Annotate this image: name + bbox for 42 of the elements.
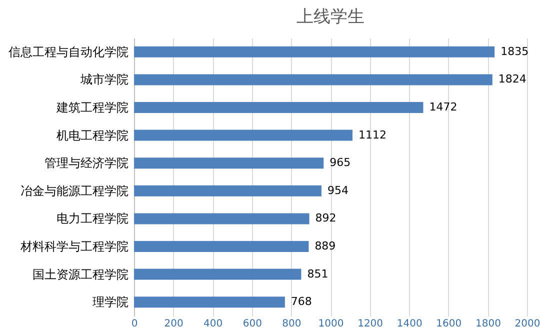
data-label: 892 — [315, 212, 336, 225]
x-tick-label: 1800 — [475, 318, 501, 330]
x-tick-label: 800 — [282, 318, 302, 330]
x-tick-label: 1000 — [318, 318, 344, 330]
bar — [134, 296, 285, 308]
y-tick-label: 冶金与能源工程学院 — [20, 184, 128, 198]
bar — [134, 268, 302, 280]
y-tick-label: 管理与经济学院 — [44, 156, 128, 170]
bar — [134, 74, 492, 86]
y-tick-label: 国土资源工程学院 — [32, 267, 128, 282]
y-tick-label: 信息工程与自动化学院 — [8, 44, 128, 59]
bar — [134, 185, 322, 196]
y-tick-label: 材料科学与工程学院 — [20, 240, 128, 254]
data-label: 889 — [314, 240, 336, 252]
x-tick-label: 200 — [164, 318, 184, 330]
x-tick-label: 2000 — [514, 318, 540, 330]
bar — [134, 46, 495, 58]
bar — [134, 130, 353, 141]
data-label: 965 — [330, 156, 351, 170]
x-tick-label: 1600 — [436, 318, 462, 330]
bar — [134, 213, 310, 224]
data-label: 954 — [327, 184, 348, 197]
y-tick-label: 建筑工程学院 — [56, 100, 128, 114]
data-label: 1112 — [358, 128, 387, 142]
x-tick-label: 1400 — [396, 318, 422, 330]
y-tick-label: 机电工程学院 — [56, 128, 128, 142]
data-label: 851 — [307, 267, 328, 280]
y-tick-label: 理学院 — [92, 295, 128, 310]
x-tick-label: 600 — [242, 318, 262, 330]
y-tick-label: 电力工程学院 — [56, 212, 128, 226]
data-label: 1472 — [429, 100, 458, 114]
x-tick-label: 400 — [204, 318, 223, 330]
x-tick-label: 1200 — [358, 318, 384, 330]
bar — [134, 158, 324, 169]
bar — [134, 241, 309, 252]
data-label: 1824 — [498, 72, 526, 86]
y-tick-label: 城市学院 — [80, 72, 128, 87]
chart-title: 上线学生 — [296, 7, 364, 27]
data-label: 1835 — [500, 44, 529, 58]
data-label: 768 — [290, 295, 312, 308]
bar — [134, 102, 424, 113]
x-tick-label: 0 — [131, 318, 138, 330]
